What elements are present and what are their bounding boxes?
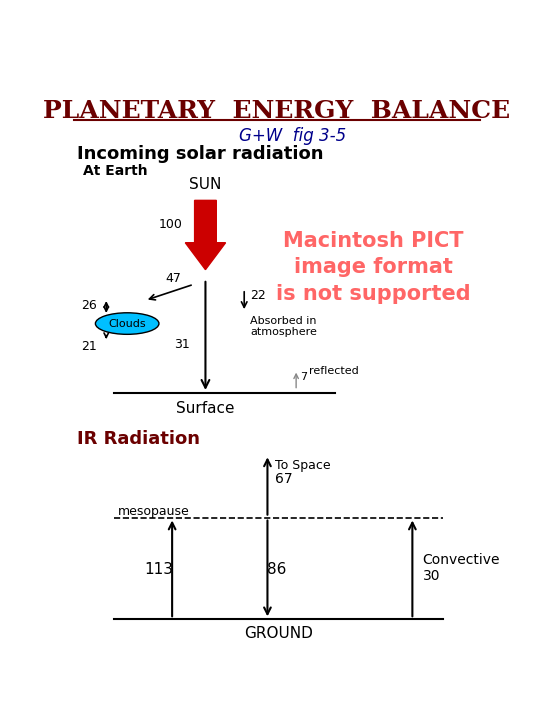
- Text: Incoming solar radiation: Incoming solar radiation: [77, 145, 323, 163]
- Text: 26: 26: [81, 300, 97, 312]
- Text: SUN: SUN: [189, 177, 221, 192]
- Text: reflected: reflected: [309, 366, 359, 377]
- Text: 7: 7: [300, 372, 307, 382]
- Text: PLANETARY  ENERGY  BALANCE: PLANETARY ENERGY BALANCE: [43, 99, 510, 123]
- Text: 22: 22: [251, 289, 266, 302]
- Text: To Space: To Space: [275, 459, 331, 472]
- Text: Macintosh PICT
image format
is not supported: Macintosh PICT image format is not suppo…: [276, 231, 471, 304]
- Text: G+W  fig 3-5: G+W fig 3-5: [239, 127, 346, 145]
- Text: GROUND: GROUND: [244, 626, 313, 641]
- Text: 100: 100: [158, 218, 182, 232]
- Text: mesopause: mesopause: [118, 505, 190, 518]
- Text: Convective
30: Convective 30: [422, 552, 500, 582]
- Text: IR Radiation: IR Radiation: [77, 430, 200, 448]
- Text: 21: 21: [81, 340, 97, 353]
- FancyArrow shape: [185, 200, 226, 270]
- Text: Surface: Surface: [176, 401, 235, 415]
- Text: Clouds: Clouds: [109, 318, 146, 328]
- Text: 86: 86: [267, 562, 286, 577]
- Text: 31: 31: [174, 338, 190, 351]
- Text: 47: 47: [166, 272, 181, 285]
- Ellipse shape: [96, 312, 159, 334]
- Text: 113: 113: [145, 562, 173, 577]
- Text: Absorbed in
atmosphere: Absorbed in atmosphere: [251, 316, 318, 338]
- Text: 67: 67: [275, 472, 293, 486]
- Text: At Earth: At Earth: [83, 164, 147, 178]
